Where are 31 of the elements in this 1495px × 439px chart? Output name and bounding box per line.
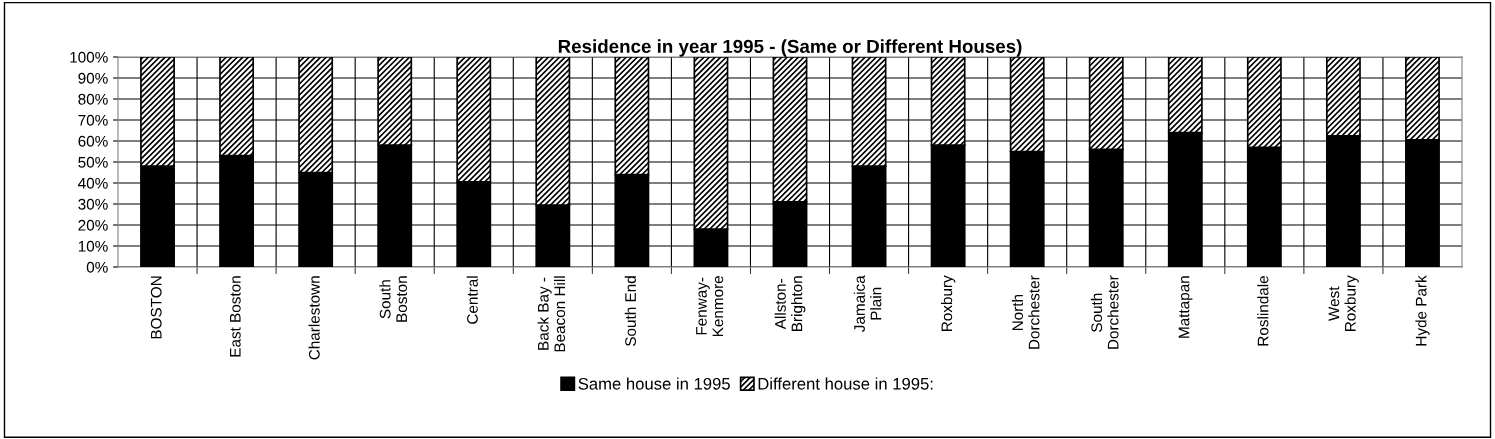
x-tick-label: Hyde Park — [1415, 275, 1430, 346]
y-tick-label: 90% — [78, 72, 108, 84]
y-tick-label: 30% — [78, 198, 108, 210]
y-tick-label: 100% — [70, 51, 108, 63]
y-tick-label: 70% — [78, 114, 108, 126]
x-tick-label: Central — [466, 276, 478, 324]
x-tick-label: West Roxbury — [1328, 275, 1359, 331]
x-tick-label: Jamaica Plain — [853, 275, 882, 332]
y-tick-label: 60% — [78, 135, 108, 147]
x-tick-label: Fenway- Kenmore — [696, 276, 724, 337]
x-tick-label: Roslindale — [1257, 276, 1269, 346]
x-tick-label: Back Bay - Beacon Hill — [537, 276, 566, 352]
x-tick-label: Allston- Brighton — [774, 276, 806, 331]
y-tick-label: 40% — [78, 177, 108, 189]
chart-title: Residence in year 1995 - (Same or Different Houses) — [558, 39, 1022, 57]
x-tick-label: East Boston — [230, 276, 241, 357]
x-tick-label: Roxbury — [941, 275, 956, 331]
legend-label: Same house in 1995 — [578, 377, 730, 390]
x-tick-label: South Boston — [379, 276, 408, 322]
x-tick-label: North Dorchester — [1011, 275, 1040, 349]
x-tick-label: South End — [624, 276, 636, 346]
x-tick-label: South Dorchester — [1090, 275, 1119, 349]
legend-label: Different house in 1995: — [758, 377, 933, 390]
y-tick-label: 10% — [78, 240, 108, 252]
x-tick-label: Mattapan — [1178, 276, 1193, 338]
y-tick-label: 80% — [78, 93, 108, 105]
y-tick-label: 50% — [78, 156, 108, 168]
x-tick-label: BOSTON — [150, 276, 162, 339]
y-tick-label: 20% — [78, 219, 108, 231]
y-tick-label: 0% — [86, 261, 108, 273]
x-tick-label: Charlestown — [308, 276, 320, 360]
